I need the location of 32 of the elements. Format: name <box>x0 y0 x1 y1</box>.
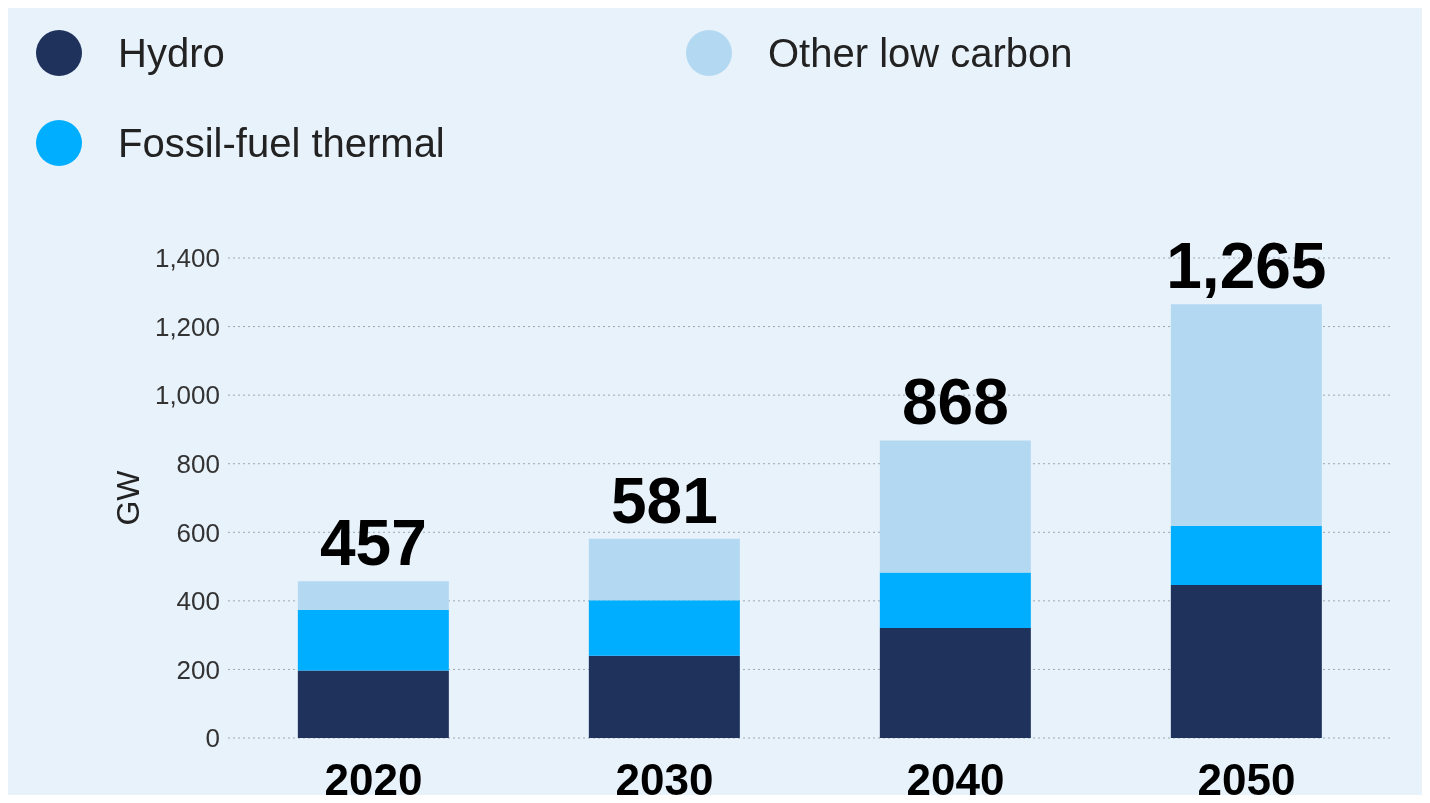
legend-label: Hydro <box>117 29 226 77</box>
y-tick-label: 1,000 <box>154 380 220 411</box>
bar <box>879 440 1031 573</box>
bar <box>1170 304 1322 526</box>
bar <box>1170 525 1322 586</box>
y-tick-label: 0 <box>205 723 220 754</box>
x-tick-label: 2020 <box>324 755 423 803</box>
total-label: 581 <box>610 464 718 537</box>
y-tick-label: 400 <box>176 586 220 617</box>
total-label: 1,265 <box>1166 230 1327 303</box>
x-tick-label: 2040 <box>906 755 1005 803</box>
bar <box>588 655 740 738</box>
y-tick-label: 600 <box>176 517 220 548</box>
legend-label: Fossil-fuel thermal <box>117 119 446 167</box>
bar <box>297 581 449 611</box>
y-axis-title: GW <box>110 469 147 526</box>
bar <box>297 670 449 738</box>
legend-label: Other low carbon <box>767 29 1074 77</box>
bar <box>588 538 740 601</box>
y-tick-label: 200 <box>176 654 220 685</box>
x-tick-label: 2030 <box>615 755 714 803</box>
y-tick-label: 800 <box>176 448 220 479</box>
total-label: 457 <box>319 507 427 580</box>
x-tick-label: 2050 <box>1197 755 1296 803</box>
total-label: 868 <box>901 366 1009 439</box>
bar <box>588 600 740 656</box>
y-tick-label: 1,200 <box>154 311 220 342</box>
bar <box>1170 585 1322 738</box>
bar <box>297 610 449 671</box>
bar <box>879 627 1031 738</box>
bar <box>879 572 1031 628</box>
y-tick-label: 1,400 <box>154 243 220 274</box>
